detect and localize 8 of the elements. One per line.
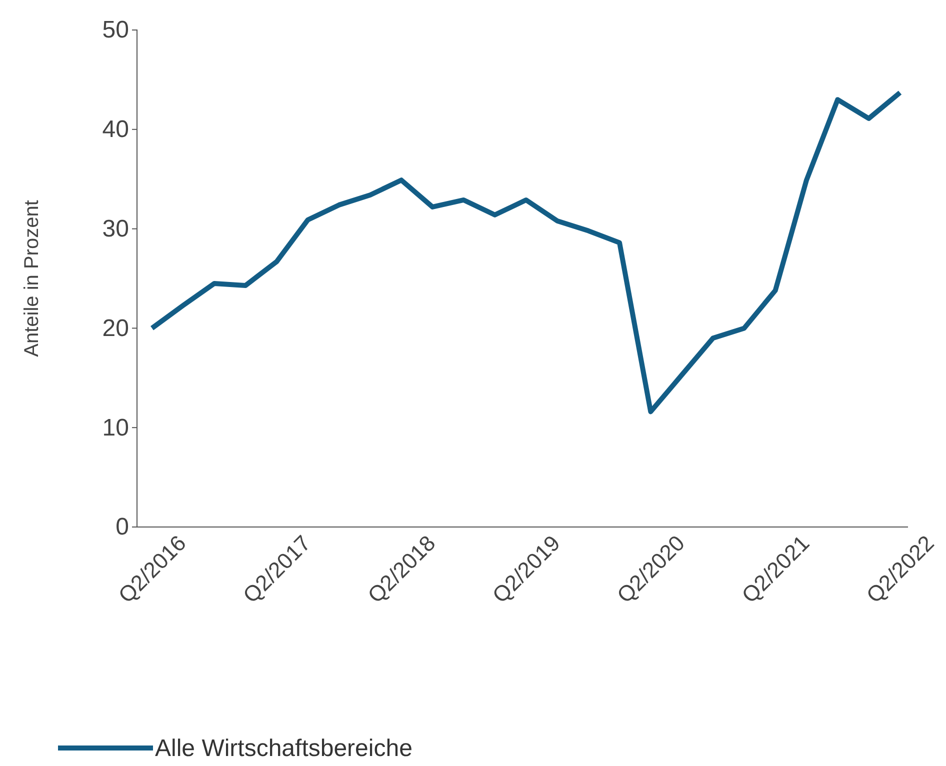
y-tick-label: 10 xyxy=(102,414,129,442)
y-axis-title: Anteile in Prozent xyxy=(21,200,43,357)
y-tick-label: 0 xyxy=(116,514,129,541)
legend-label: Alle Wirtschaftsbereiche xyxy=(155,735,412,762)
y-tick-label: 40 xyxy=(102,116,129,144)
y-tick-label: 30 xyxy=(102,215,129,242)
y-tick-label: 20 xyxy=(102,314,129,342)
y-tick-label: 50 xyxy=(102,16,129,44)
